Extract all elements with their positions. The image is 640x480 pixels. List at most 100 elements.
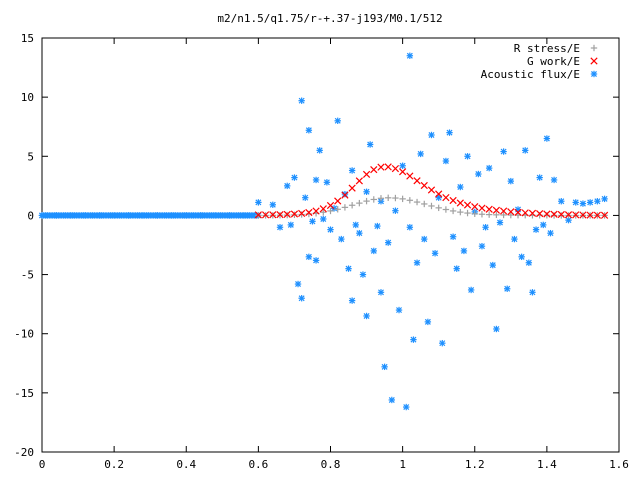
- data-point: [183, 212, 190, 219]
- y-tick-label: -10: [14, 328, 34, 341]
- data-point: [269, 201, 276, 208]
- data-point: [110, 212, 118, 219]
- data-point: [449, 196, 457, 205]
- data-point: [406, 224, 414, 231]
- data-point: [359, 271, 367, 278]
- data-point: [356, 199, 363, 207]
- x-tick-label: 0.4: [176, 458, 196, 471]
- data-point: [564, 211, 573, 219]
- data-point: [392, 207, 399, 214]
- data-point: [305, 127, 313, 134]
- data-point: [312, 176, 320, 184]
- data-point: [326, 201, 335, 210]
- data-point: [463, 201, 472, 209]
- data-point: [269, 211, 277, 219]
- data-point: [362, 170, 371, 179]
- data-point: [226, 212, 233, 219]
- chart-title: m2/n1.5/q1.75/r-+.37-j193/M0.1/512: [217, 12, 442, 25]
- data-point: [298, 211, 305, 218]
- data-point: [485, 205, 493, 213]
- data-point: [294, 280, 302, 288]
- data-point: [305, 253, 313, 261]
- data-point: [240, 212, 248, 219]
- data-point: [363, 197, 370, 205]
- x-tick-label: 1.2: [465, 458, 485, 471]
- data-point: [579, 200, 587, 207]
- data-point: [399, 168, 407, 176]
- data-point: [475, 170, 482, 178]
- data-point: [543, 210, 551, 218]
- data-point: [363, 188, 370, 195]
- data-point: [586, 211, 594, 219]
- data-point: [348, 202, 356, 209]
- data-point: [464, 209, 471, 217]
- plot-border: [41, 37, 620, 453]
- data-point: [504, 285, 511, 292]
- data-point: [550, 210, 558, 218]
- data-point: [493, 325, 500, 333]
- data-point: [471, 203, 479, 211]
- data-point: [370, 247, 377, 255]
- legend-marker: [590, 44, 598, 52]
- data-point: [352, 221, 359, 229]
- x-tick-label: 0.6: [248, 458, 268, 471]
- data-point: [449, 233, 457, 240]
- x-tick-label: 0: [39, 458, 46, 471]
- data-point: [377, 289, 385, 296]
- data-point: [536, 210, 544, 218]
- data-point: [341, 190, 349, 198]
- data-point: [457, 208, 464, 216]
- x-tick-label: 0.8: [321, 458, 341, 471]
- legend-entry: R stress/E: [514, 42, 598, 55]
- data-point: [355, 177, 363, 185]
- data-point: [327, 207, 334, 215]
- data-point: [384, 163, 392, 171]
- y-tick-label: -15: [14, 387, 34, 400]
- x-tick-label: 1: [399, 458, 406, 471]
- data-point: [478, 204, 486, 212]
- data-point: [316, 147, 323, 154]
- data-point: [302, 194, 309, 201]
- data-point: [478, 242, 486, 250]
- y-tick-label: 5: [27, 150, 34, 163]
- legend-label: R stress/E: [514, 42, 580, 55]
- data-point: [586, 199, 594, 206]
- data-point: [403, 403, 410, 411]
- data-point: [211, 212, 219, 219]
- x-tick-label: 0.2: [104, 458, 124, 471]
- data-point: [125, 212, 132, 219]
- data-point: [500, 148, 507, 155]
- data-point: [536, 174, 543, 181]
- data-point: [507, 211, 515, 219]
- data-point: [514, 208, 522, 216]
- data-point: [413, 177, 421, 185]
- data-point: [558, 198, 565, 205]
- data-point: [330, 205, 338, 212]
- data-point: [435, 204, 442, 212]
- legend-label: G work/E: [527, 55, 580, 68]
- data-point: [572, 199, 579, 206]
- data-point: [139, 212, 147, 219]
- data-point: [276, 224, 284, 231]
- series-acoustic-flux-e: [38, 52, 608, 411]
- data-point: [154, 212, 161, 219]
- data-point: [298, 209, 306, 218]
- data-point: [420, 181, 428, 190]
- data-point: [453, 265, 460, 272]
- data-point: [540, 221, 547, 229]
- data-point: [334, 206, 341, 213]
- data-point: [312, 207, 320, 215]
- data-point: [381, 363, 388, 371]
- data-point: [341, 191, 349, 199]
- data-point: [291, 174, 298, 181]
- data-point: [334, 197, 342, 205]
- data-point: [254, 211, 262, 219]
- data-point: [421, 200, 428, 208]
- data-point: [319, 205, 327, 213]
- x-tick-label: 1.4: [537, 458, 557, 471]
- data-point: [168, 212, 176, 219]
- data-point: [255, 199, 262, 206]
- data-point: [391, 164, 400, 173]
- legend-marker: [590, 57, 598, 65]
- data-point: [493, 211, 500, 219]
